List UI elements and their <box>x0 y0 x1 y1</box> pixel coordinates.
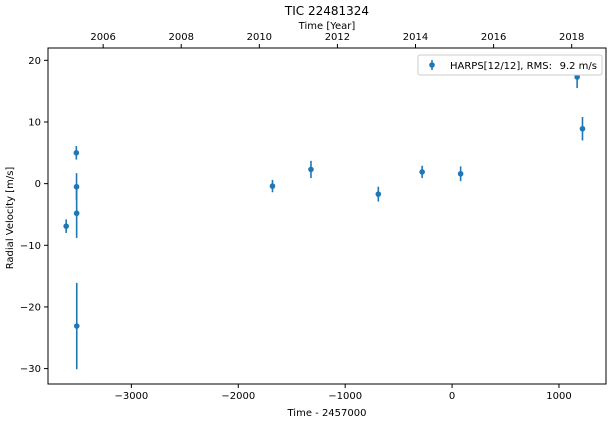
top-tick-label: 2006 <box>90 32 115 43</box>
top-tick-label: 2014 <box>403 32 428 43</box>
y-tick-label: 20 <box>28 56 41 67</box>
data-point <box>579 125 586 132</box>
data-point <box>419 169 425 175</box>
data-point <box>73 150 80 156</box>
data-point <box>457 170 464 177</box>
legend-rms-value: 9.2 m/s <box>560 61 597 72</box>
y-tick-label: −20 <box>20 302 41 313</box>
plot-frame <box>47 47 607 385</box>
x-tick-label: 0 <box>449 391 455 402</box>
y-tick-label: −10 <box>20 241 41 252</box>
y-tick-label: 10 <box>28 117 41 128</box>
chart-title: TIC 22481324 <box>284 4 369 18</box>
data-point <box>308 166 314 173</box>
top-tick-label: 2010 <box>247 32 272 43</box>
top-tick-label: 2016 <box>481 32 506 43</box>
top-axis-label: Time [Year] <box>298 21 356 32</box>
legend-series-label: HARPS[12/12], RMS: <box>450 61 552 72</box>
x-tick-label: 1000 <box>546 391 571 402</box>
y-axis-label: Radial Velocity [m/s] <box>5 167 16 270</box>
x-tick-label: −1000 <box>328 391 362 402</box>
data-point <box>73 183 80 190</box>
y-tick-label: −30 <box>20 364 41 375</box>
data-point <box>73 323 80 329</box>
legend-box <box>417 54 603 76</box>
x-tick-label: −3000 <box>114 391 148 402</box>
x-axis-label: Time - 2457000 <box>287 408 367 419</box>
data-point <box>63 223 69 229</box>
legend-marker <box>429 62 435 68</box>
y-tick-label: 0 <box>35 179 41 190</box>
data-point <box>269 183 276 189</box>
top-tick-label: 2008 <box>169 32 194 43</box>
data-point <box>73 210 80 217</box>
x-tick-label: −2000 <box>221 391 255 402</box>
data-point <box>375 191 382 197</box>
top-tick-label: 2012 <box>325 32 350 43</box>
data-point <box>574 74 580 80</box>
legend: HARPS[12/12], RMS: 9.2 m/s <box>417 54 603 76</box>
top-tick-label: 2018 <box>559 32 584 43</box>
